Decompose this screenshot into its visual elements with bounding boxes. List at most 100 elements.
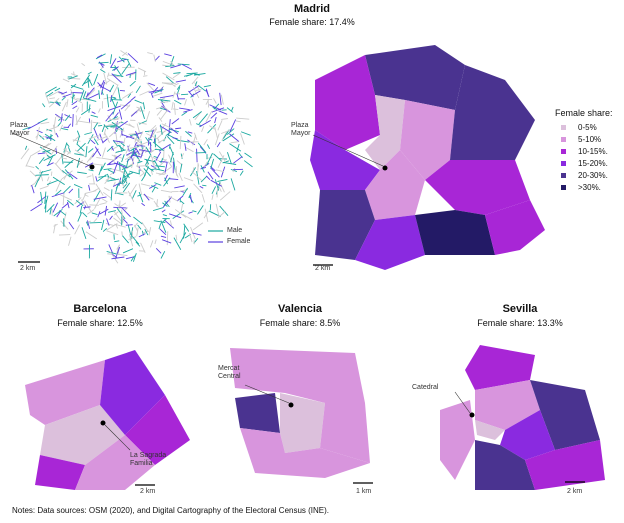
street-segment xyxy=(116,253,128,257)
street-segment xyxy=(62,192,65,206)
street-segment xyxy=(25,155,32,167)
street-segment xyxy=(108,210,116,213)
street-segment xyxy=(73,184,83,189)
street-segment xyxy=(72,139,81,142)
street-segment xyxy=(158,173,167,176)
region xyxy=(315,55,380,150)
street-segment xyxy=(180,200,185,205)
street-segment xyxy=(145,155,151,166)
street-segment xyxy=(39,186,48,190)
street-segment xyxy=(211,194,214,200)
street-segment xyxy=(93,128,99,139)
street-segment xyxy=(141,145,145,153)
street-segment xyxy=(214,117,217,124)
street-segment xyxy=(177,63,190,66)
street-segment xyxy=(87,220,91,229)
street-segment xyxy=(132,253,137,262)
street-segment xyxy=(193,73,206,76)
street-segment xyxy=(148,227,152,236)
street-segment xyxy=(177,139,190,143)
street-segment xyxy=(206,152,213,166)
street-segment xyxy=(45,136,52,140)
street-segment xyxy=(61,170,71,178)
street-segment xyxy=(170,83,176,88)
street-segment xyxy=(155,247,162,254)
street-segment xyxy=(75,107,80,113)
street-segment xyxy=(159,109,169,120)
street-segment xyxy=(115,192,124,196)
madrid-choropleth-landmark: Plaza Mayor xyxy=(291,122,311,137)
street-segment xyxy=(45,91,54,98)
street-segment xyxy=(91,111,96,114)
street-segment xyxy=(92,121,101,124)
street-segment xyxy=(71,73,79,77)
street-segment xyxy=(68,147,71,153)
street-segment xyxy=(219,92,222,106)
barcelona-subtitle: Female share: 12.5% xyxy=(57,318,143,328)
street-segment xyxy=(207,171,214,180)
street-segment xyxy=(76,142,86,152)
street-segment xyxy=(149,240,154,248)
street-segment xyxy=(115,181,122,189)
street-segment xyxy=(68,188,74,194)
madrid-scale-label: 2 km xyxy=(20,265,36,272)
street-segment xyxy=(219,191,231,201)
street-segment xyxy=(97,211,101,218)
street-segment xyxy=(129,80,136,87)
street-segment xyxy=(103,168,112,170)
street-segment xyxy=(181,111,188,116)
street-segment xyxy=(62,93,72,98)
street-segment xyxy=(77,212,83,222)
street-segment xyxy=(95,183,104,196)
legend-label: 5-10% xyxy=(578,134,602,144)
street-segment xyxy=(100,162,106,172)
region xyxy=(315,190,375,260)
madrid-landmark-label: Plaza Mayor xyxy=(10,122,30,137)
street-segment xyxy=(121,207,131,218)
legend-swatch xyxy=(561,160,566,166)
street-segment xyxy=(137,224,142,230)
street-segment xyxy=(125,256,135,260)
street-segment xyxy=(59,124,64,132)
street-segment xyxy=(130,255,135,262)
street-segment xyxy=(131,236,140,245)
street-segment xyxy=(87,77,90,88)
street-segment xyxy=(145,111,151,122)
street-segment xyxy=(166,136,175,145)
street-segment xyxy=(160,157,164,164)
street-segment xyxy=(74,149,87,158)
street-segment xyxy=(104,205,107,216)
street-segment xyxy=(192,167,195,172)
madrid-choropleth xyxy=(310,45,545,270)
street-segment xyxy=(106,230,119,236)
street-segment xyxy=(110,146,115,151)
street-segment xyxy=(115,128,125,132)
sevilla-map xyxy=(440,345,605,490)
street-segment xyxy=(160,101,169,103)
street-segment xyxy=(113,66,119,71)
street-segment xyxy=(140,106,145,120)
street-segment xyxy=(68,221,75,230)
street-segment xyxy=(175,79,186,83)
legend-swatch xyxy=(561,148,566,154)
street-segment xyxy=(188,211,193,214)
street-segment xyxy=(169,220,173,227)
street-segment xyxy=(63,185,71,194)
street-segment xyxy=(222,133,235,142)
street-segment xyxy=(64,169,74,180)
street-segment xyxy=(194,132,198,141)
street-segment xyxy=(77,171,87,175)
street-segment xyxy=(93,189,101,202)
street-segment xyxy=(93,163,105,166)
street-segment xyxy=(36,129,43,134)
street-segment xyxy=(27,122,41,130)
street-segment xyxy=(155,165,165,168)
valencia-scale-label: 1 km xyxy=(356,488,372,495)
street-segment xyxy=(137,160,143,164)
street-segment xyxy=(154,148,164,151)
street-segment xyxy=(233,156,243,164)
street-segment xyxy=(142,102,146,110)
street-segment xyxy=(230,141,240,144)
street-segment xyxy=(194,82,200,90)
street-segment xyxy=(62,78,70,83)
